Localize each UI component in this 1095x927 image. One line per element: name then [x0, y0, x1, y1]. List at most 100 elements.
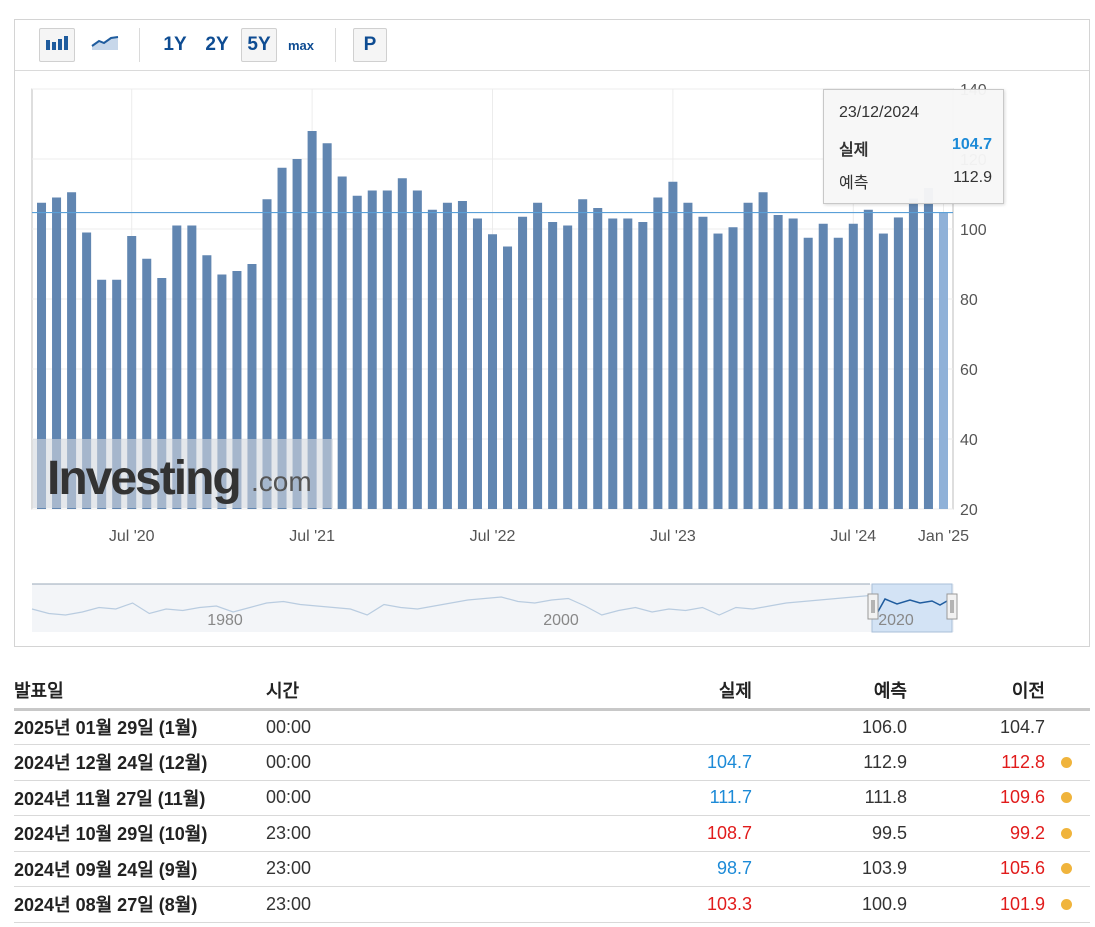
chart-bar[interactable]: [533, 202, 543, 509]
p-button[interactable]: P: [353, 28, 387, 62]
chart-bar[interactable]: [938, 212, 948, 510]
release-time-cell: 00:00: [266, 709, 566, 745]
chart-bar[interactable]: [112, 279, 122, 509]
chart-bar[interactable]: [172, 225, 182, 510]
actual-value-cell: 108.7: [566, 815, 752, 852]
chart-bar[interactable]: [52, 197, 62, 510]
chart-bar[interactable]: [758, 192, 768, 509]
y-tick-label: 40: [960, 432, 978, 449]
chart-bar[interactable]: [743, 202, 753, 509]
chart-bar[interactable]: [623, 218, 633, 510]
chart-bar[interactable]: [277, 167, 287, 509]
chart-bar[interactable]: [548, 222, 558, 509]
chart-bar[interactable]: [127, 236, 137, 509]
chart-bar[interactable]: [653, 197, 663, 510]
chart-bar[interactable]: [337, 176, 347, 510]
chart-bar[interactable]: [698, 216, 708, 509]
chart-bar[interactable]: [37, 202, 47, 509]
chart-bar[interactable]: [352, 195, 362, 509]
header-date[interactable]: 발표일: [14, 672, 266, 711]
chart-bar[interactable]: [728, 227, 738, 509]
navigator-left-handle[interactable]: [867, 593, 879, 620]
chart-bar[interactable]: [292, 159, 302, 509]
chart-bar[interactable]: [487, 234, 498, 509]
header-forecast[interactable]: 예측: [752, 672, 907, 711]
chart-bar[interactable]: [848, 223, 858, 509]
toolbar-divider: [139, 28, 140, 62]
chart-bar[interactable]: [713, 233, 723, 510]
release-date-cell: 2024년 12월 24일 (12월): [14, 744, 266, 781]
period-5y-button[interactable]: 5Y: [241, 28, 277, 62]
revision-dot-icon[interactable]: [1061, 756, 1072, 768]
forecast-value-cell: 106.0: [752, 709, 907, 745]
chart-bar[interactable]: [773, 215, 783, 509]
chart-bar[interactable]: [818, 223, 828, 509]
table-header-row: 발표일 시간 실제 예측 이전: [14, 672, 1090, 711]
period-2y-button[interactable]: 2Y: [205, 34, 229, 55]
chart-bar[interactable]: [202, 255, 212, 509]
chart-bar[interactable]: [518, 216, 528, 509]
chart-bar[interactable]: [262, 199, 272, 509]
chart-bar[interactable]: [457, 201, 467, 509]
navigator-selected-range[interactable]: [871, 583, 953, 633]
chart-toolbar: 1Y 2Y 5Y max P: [15, 20, 1089, 71]
chart-bar[interactable]: [97, 279, 107, 509]
period-max-button[interactable]: max: [287, 37, 315, 53]
chart-bar[interactable]: [412, 190, 422, 510]
revision-dot-icon[interactable]: [1061, 898, 1072, 910]
chart-bar[interactable]: [217, 274, 227, 510]
chart-bar[interactable]: [382, 190, 392, 510]
bar-chart-button[interactable]: [39, 28, 75, 62]
chart-bar[interactable]: [833, 237, 843, 509]
chart-bar[interactable]: [683, 202, 693, 509]
chart-bar[interactable]: [878, 233, 888, 510]
chart-bar[interactable]: [322, 143, 332, 509]
area-chart-button[interactable]: [87, 28, 123, 62]
chart-bar[interactable]: [578, 199, 588, 509]
chart-bar[interactable]: [923, 188, 933, 510]
chart-bar[interactable]: [668, 181, 678, 509]
chart-bar[interactable]: [397, 178, 407, 509]
header-time[interactable]: 시간: [266, 672, 566, 711]
chart-bar[interactable]: [307, 131, 317, 509]
revision-dot-icon[interactable]: [1061, 827, 1072, 839]
release-date-cell: 2024년 09월 24일 (9월): [14, 851, 266, 887]
navigator-background[interactable]: [32, 584, 954, 632]
revision-dot-icon[interactable]: [1061, 792, 1072, 804]
chart-bar[interactable]: [157, 278, 167, 509]
period-1y-button[interactable]: 1Y: [163, 34, 187, 55]
tooltip-forecast-label: 예측: [839, 175, 869, 192]
chart-bar[interactable]: [503, 246, 513, 510]
forecast-value-cell: 103.9: [752, 851, 907, 887]
chart-bar[interactable]: [142, 258, 152, 509]
chart-bar[interactable]: [908, 198, 918, 510]
navigator-right-handle[interactable]: [946, 593, 958, 620]
chart-bar[interactable]: [67, 192, 77, 509]
y-tick-label: 80: [960, 292, 978, 309]
chart-bar[interactable]: [593, 208, 603, 509]
chart-bar[interactable]: [367, 190, 377, 510]
chart-bar[interactable]: [803, 237, 813, 509]
chart-bar[interactable]: [472, 218, 482, 510]
chart-bar[interactable]: [427, 209, 437, 509]
chart-bar[interactable]: [442, 202, 452, 509]
chart-bar[interactable]: [638, 222, 648, 509]
chart-bar[interactable]: [232, 271, 242, 509]
header-actual[interactable]: 실제: [566, 672, 752, 711]
chart-bar[interactable]: [187, 225, 197, 510]
chart-bar[interactable]: [247, 264, 257, 509]
header-previous[interactable]: 이전: [907, 672, 1045, 711]
actual-value-cell: 98.7: [566, 851, 752, 887]
previous-value-cell: 101.9: [907, 886, 1045, 923]
chart-bar[interactable]: [788, 218, 798, 510]
navigator-selected-line: [874, 598, 953, 618]
actual-value-cell: [566, 709, 752, 745]
chart-bar[interactable]: [82, 232, 92, 510]
revision-dot-icon[interactable]: [1061, 863, 1072, 875]
chart-bar[interactable]: [608, 218, 618, 510]
chart-bar[interactable]: [863, 209, 873, 509]
chart-bar[interactable]: [563, 225, 573, 510]
chart-bar[interactable]: [893, 217, 903, 509]
watermark-brand: Investing: [47, 452, 242, 505]
